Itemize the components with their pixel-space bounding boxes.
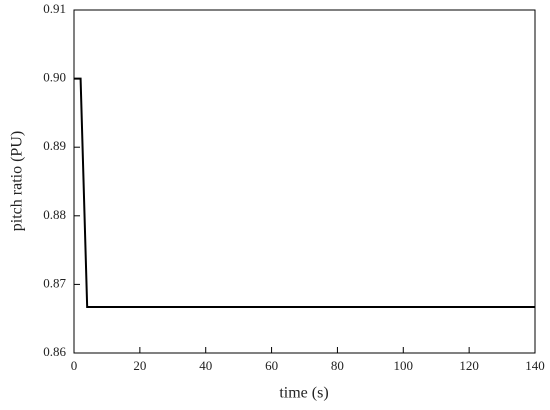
x-axis-title: time (s) — [279, 385, 328, 402]
y-tick-label: 0.86 — [43, 344, 66, 359]
data-line — [74, 77, 535, 309]
x-tick-label: 140 — [525, 358, 545, 373]
x-tick-label: 80 — [331, 358, 344, 373]
y-tick-label: 0.89 — [43, 138, 66, 153]
y-tick-label: 0.87 — [43, 275, 66, 290]
x-tick-label: 60 — [265, 358, 278, 373]
x-tick-label: 40 — [199, 358, 212, 373]
x-tick-label: 100 — [394, 358, 414, 373]
y-axis-title: pitch ratio (PU) — [9, 131, 26, 231]
x-tick-label: 20 — [133, 358, 146, 373]
y-tick-label: 0.88 — [43, 207, 66, 222]
y-tick-label: 0.90 — [43, 70, 66, 85]
y-tick-label: 0.91 — [43, 1, 66, 16]
x-tick-label: 0 — [71, 358, 78, 373]
x-tick-label: 120 — [459, 358, 479, 373]
plot-frame — [73, 9, 536, 354]
